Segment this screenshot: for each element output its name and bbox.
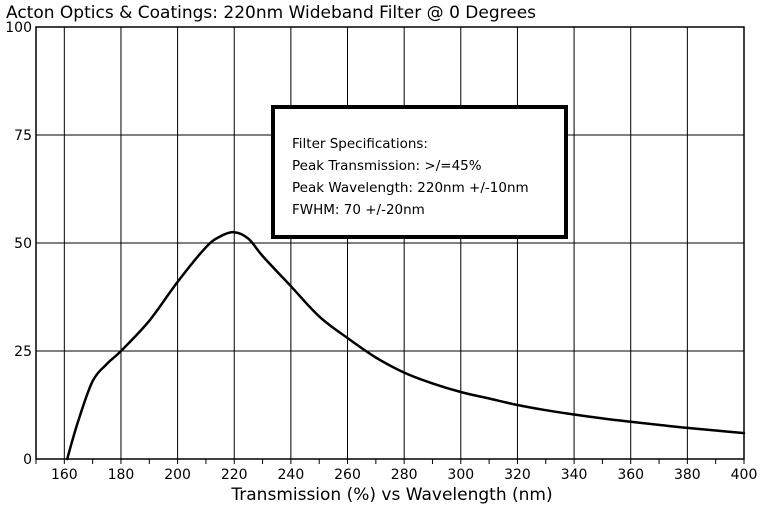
x-tick-label: 360 (617, 467, 644, 483)
spec-fwhm: FWHM: 70 +/-20nm (292, 202, 425, 218)
y-tick-label: 50 (14, 236, 32, 252)
x-tick-label: 300 (447, 467, 474, 483)
x-axis-label: Transmission (%) vs Wavelength (nm) (230, 485, 552, 505)
chart-title: Acton Optics & Coatings: 220nm Wideband … (6, 3, 536, 23)
y-tick-label: 25 (14, 344, 32, 360)
x-tick-label: 400 (731, 467, 758, 483)
y-tick-label: 0 (23, 452, 32, 468)
spec-box-border (271, 105, 568, 239)
x-tick-label: 260 (334, 467, 361, 483)
x-tick-label: 380 (674, 467, 701, 483)
y-tick-label: 75 (14, 128, 32, 144)
spec-peak-wavelength: Peak Wavelength: 220nm +/-10nm (292, 180, 529, 196)
x-tick-label: 220 (221, 467, 248, 483)
spec-heading: Filter Specifications: (292, 136, 428, 152)
x-tick-label: 280 (391, 467, 418, 483)
y-tick-label: 100 (5, 20, 32, 36)
x-tick-label: 180 (108, 467, 135, 483)
transmission-curve (65, 230, 746, 461)
x-tick-label: 200 (164, 467, 191, 483)
plot-frame (35, 26, 745, 460)
spec-peak-transmission: Peak Transmission: >/=45% (292, 158, 482, 174)
x-tick-label: 320 (504, 467, 531, 483)
filter-spec-box: Filter Specifications: Peak Transmission… (271, 105, 568, 239)
x-tick-label: 340 (561, 467, 588, 483)
y-tick-labels: 0 25 50 75 100 (5, 20, 32, 468)
x-tick-label: 160 (51, 467, 78, 483)
x-tick-label: 240 (278, 467, 305, 483)
grid-layer (35, 26, 745, 464)
x-tick-labels: 160 180 200 220 240 260 280 300 320 340 360 380 400 (51, 467, 757, 483)
